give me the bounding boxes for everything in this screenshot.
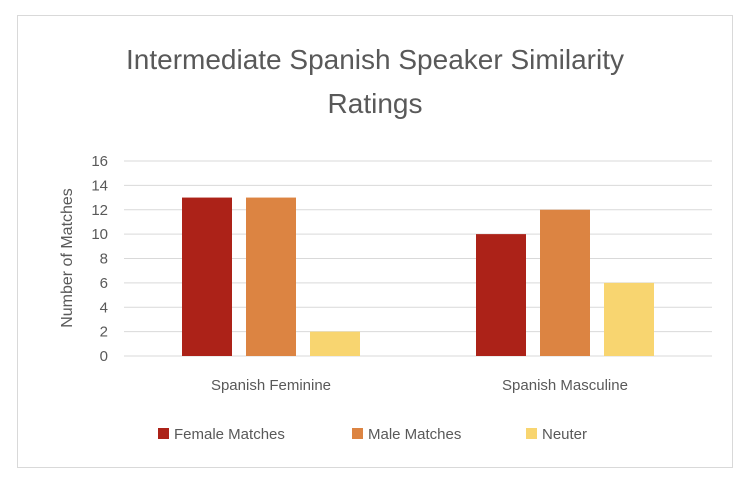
x-axis-categories: Spanish Feminine Spanish Masculine	[211, 377, 628, 394]
y-tick-label-4: 4	[100, 299, 108, 316]
bar-female-matches-spanish-feminine	[182, 197, 232, 356]
legend-label-female-matches: Female Matches	[174, 426, 285, 443]
legend-label-neuter: Neuter	[542, 426, 587, 443]
y-tick-label-14: 14	[91, 177, 108, 194]
legend-swatch-neuter	[526, 428, 537, 439]
x-category-label-spanish-feminine: Spanish Feminine	[211, 377, 331, 394]
legend-item-male-matches: Male Matches	[352, 426, 461, 443]
bars	[182, 197, 654, 356]
y-tick-label-6: 6	[100, 275, 108, 292]
y-tick-label-12: 12	[91, 202, 108, 219]
y-tick-label-0: 0	[100, 348, 108, 365]
chart-frame	[17, 15, 733, 468]
y-tick-label-10: 10	[91, 226, 108, 243]
bar-neuter-spanish-masculine	[604, 282, 654, 356]
legend: Female Matches Male Matches Neuter	[158, 426, 587, 443]
y-axis-label: Number of Matches	[59, 188, 76, 328]
chart-title: Intermediate Spanish Speaker Similarity …	[0, 38, 750, 126]
legend-label-male-matches: Male Matches	[368, 426, 461, 443]
y-tick-label-16: 16	[91, 153, 108, 170]
y-tick-label-8: 8	[100, 251, 108, 268]
legend-swatch-female-matches	[158, 428, 169, 439]
chart-title-line-1: Intermediate Spanish Speaker Similarity	[125, 44, 624, 75]
legend-item-neuter: Neuter	[526, 426, 587, 443]
chart-title-line-2: Ratings	[327, 88, 423, 119]
bar-male-matches-spanish-feminine	[246, 197, 296, 356]
x-category-label-spanish-masculine: Spanish Masculine	[502, 377, 628, 394]
bar-neuter-spanish-feminine	[310, 331, 360, 356]
y-tick-label-2: 2	[100, 324, 108, 341]
y-axis-ticks: 0 2 4 6 8 10 12 14 16	[91, 153, 108, 365]
bar-female-matches-spanish-masculine	[476, 234, 526, 356]
legend-item-female-matches: Female Matches	[158, 426, 285, 443]
legend-swatch-male-matches	[352, 428, 363, 439]
bar-male-matches-spanish-masculine	[540, 209, 590, 356]
